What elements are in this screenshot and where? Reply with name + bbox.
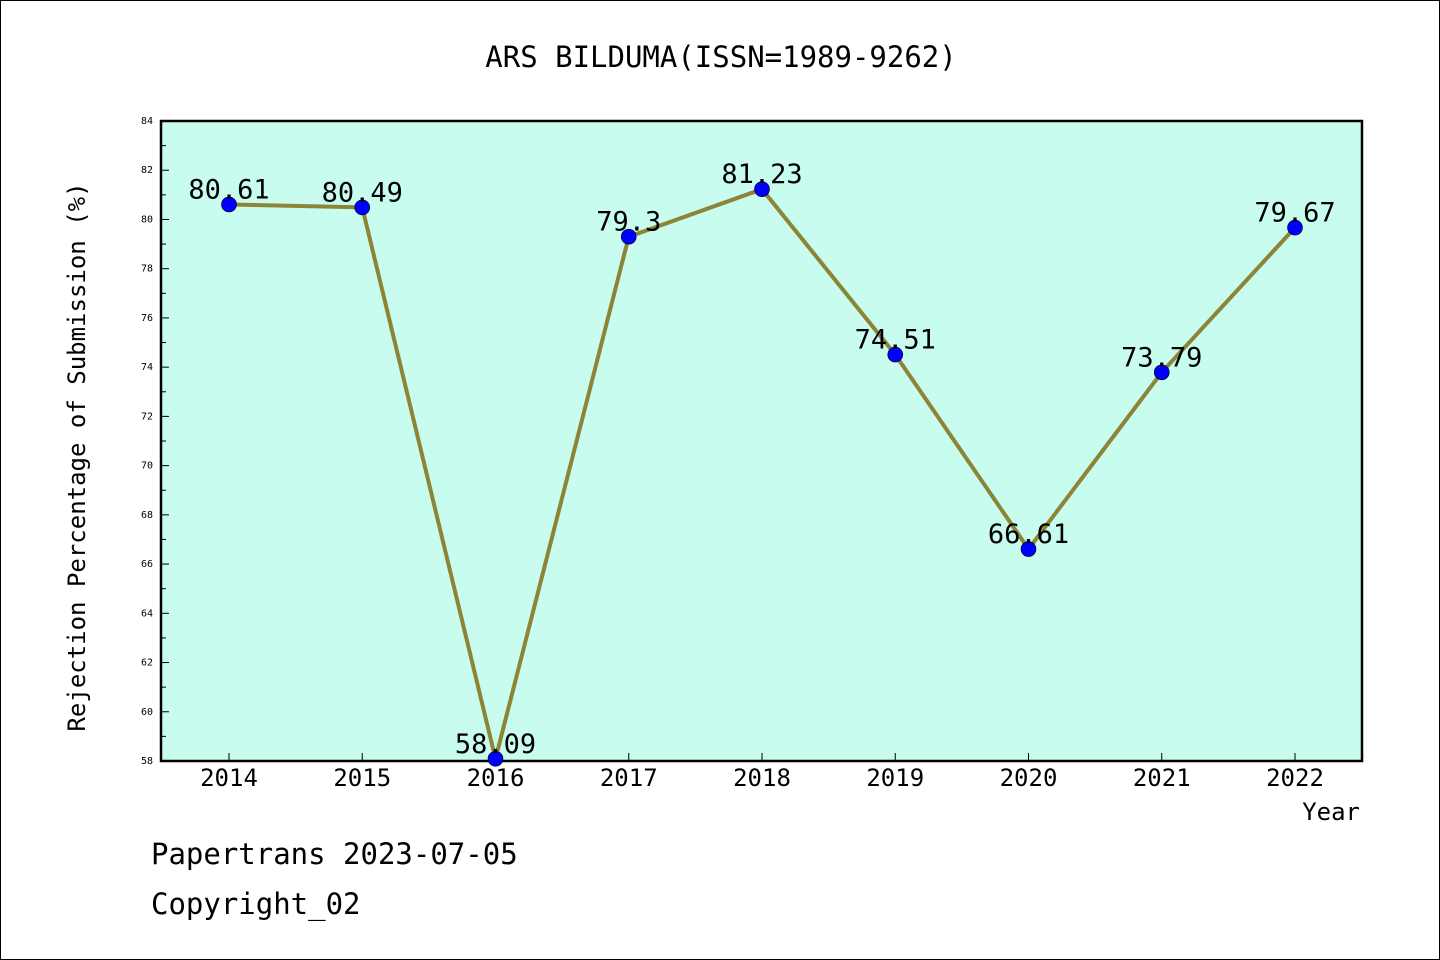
y-axis-label: Rejection Percentage of Submission (%) — [63, 182, 91, 731]
y-tick-label: 76 — [141, 313, 153, 324]
data-label-2018: 81.23 — [721, 159, 802, 190]
data-point-2020 — [1020, 541, 1037, 557]
y-tick-label: 70 — [141, 461, 153, 472]
x-tick-label: 2015 — [333, 764, 391, 792]
y-tick-label: 60 — [141, 707, 153, 718]
data-point-2019 — [887, 346, 904, 363]
data-label-2019: 74.51 — [855, 325, 936, 356]
chart-title: ARS BILDUMA(ISSN=1989-9262) — [485, 40, 956, 74]
data-labels: 80.61 80.49 58.09 79.3 81.23 74.51 66.61 73.79 7… — [188, 159, 1335, 760]
data-point-2018 — [754, 181, 770, 197]
data-label-2015: 80.49 — [322, 177, 403, 208]
y-tick-label: 64 — [141, 608, 153, 619]
y-tick-label: 68 — [141, 510, 153, 521]
y-tick-label: 74 — [141, 362, 153, 373]
y-axis: 58 60 62 64 66 68 70 72 74 76 78 80 82 84 — [141, 116, 169, 767]
data-label-2016: 58.09 — [455, 729, 536, 760]
y-tick-label: 80 — [141, 214, 153, 225]
footer-publisher-date: Papertrans 2023-07-05 — [151, 837, 518, 871]
y-tick-label: 62 — [141, 658, 153, 669]
y-tick-label: 78 — [141, 264, 153, 275]
data-label-2021: 73.79 — [1121, 342, 1202, 373]
x-tick-label: 2022 — [1266, 764, 1324, 792]
series-rejection-percentage — [221, 181, 1303, 767]
x-tick-label: 2020 — [1000, 764, 1058, 792]
data-point-2021 — [1153, 364, 1170, 381]
x-axis-label: Year — [1302, 798, 1360, 826]
x-tick-label: 2017 — [600, 764, 658, 792]
x-axis: 2014 2015 2016 2017 2018 2019 2020 2021 2022 — [200, 753, 1324, 792]
y-tick-label: 84 — [141, 116, 153, 127]
data-label-2022: 79.67 — [1254, 198, 1335, 229]
plot-area — [159, 119, 1364, 763]
data-label-2014: 80.61 — [188, 174, 269, 205]
y-tick-label: 82 — [141, 165, 153, 176]
data-point-2016 — [487, 750, 504, 767]
data-point-2015 — [354, 199, 371, 216]
data-label-2020: 66.61 — [988, 519, 1069, 550]
footer-copyright: Copyright_02 — [151, 887, 361, 921]
data-point-2017 — [620, 228, 637, 245]
data-point-2022 — [1287, 219, 1303, 236]
x-tick-label: 2021 — [1133, 764, 1191, 792]
data-label-2017: 79.3 — [596, 207, 661, 238]
y-tick-label: 72 — [141, 411, 153, 422]
x-tick-label: 2016 — [467, 764, 525, 792]
x-tick-label: 2018 — [733, 764, 791, 792]
x-tick-label: 2019 — [866, 764, 924, 792]
y-tick-label: 58 — [141, 756, 153, 767]
x-tick-label: 2014 — [200, 764, 258, 792]
data-point-2014 — [221, 196, 237, 213]
y-tick-label: 66 — [141, 559, 153, 570]
